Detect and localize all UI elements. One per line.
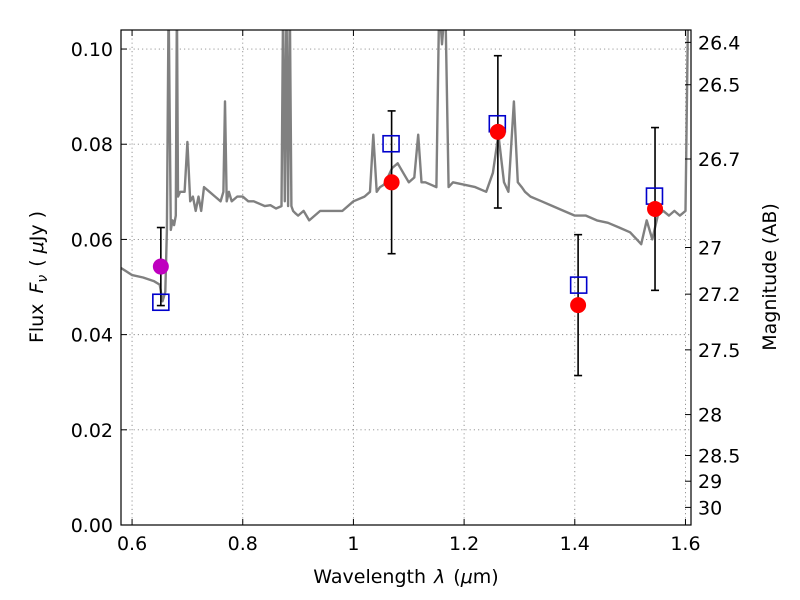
plot-frame: [120, 29, 692, 526]
x-tick-label: 1.6: [670, 533, 700, 555]
model-square: [569, 276, 588, 294]
y-tick-label: 0.00: [71, 515, 113, 537]
spectrum-series: [121, 30, 690, 303]
x-tick-label: 0.8: [228, 533, 258, 555]
observed-point: [489, 123, 506, 140]
observed-point: [152, 258, 169, 275]
y-axis-left-label: FluxFν(μJy ): [26, 211, 51, 343]
model-square: [382, 134, 400, 153]
observed-series: [152, 123, 664, 314]
observed-point: [383, 174, 400, 191]
y-tick-label: 0.10: [71, 39, 113, 61]
y-tick-label: 0.08: [71, 134, 113, 156]
right-tick-label: 26.5: [698, 75, 740, 97]
x-tick-label: 1.4: [560, 533, 590, 555]
observed-point: [570, 297, 587, 314]
x-tick-label: 1: [347, 533, 359, 555]
right-tick-label: 28.5: [698, 446, 740, 468]
observed-point: [647, 200, 664, 217]
right-tick-label: 28: [698, 405, 722, 427]
right-tick-label: 27.5: [698, 340, 740, 362]
y-tick-label: 0.04: [71, 325, 113, 347]
spectrum-line: [121, 30, 690, 303]
y-axis-right-label: Magnitude (AB): [759, 203, 781, 351]
x-tick-label: 1.2: [449, 533, 479, 555]
x-tick-label: 0.6: [117, 533, 147, 555]
right-tick-label: 29: [698, 471, 722, 493]
right-tick-label: 27: [698, 238, 722, 260]
y-tick-label: 0.06: [71, 229, 113, 251]
model-square: [152, 293, 170, 312]
right-tick-label: 26.4: [698, 32, 740, 54]
right-tick-label: 27.2: [698, 284, 740, 306]
y-tick-label: 0.02: [71, 420, 113, 442]
right-tick-label: 30: [698, 497, 722, 519]
grid-lines: [121, 30, 691, 525]
right-tick-label: 26.7: [698, 149, 740, 171]
axis-ticks: 0.6 0.8 1 1.2 1.4 1.6 0.00 0.02 0.04 0.06 0.08 0.10…: [71, 30, 740, 555]
x-axis-label: Wavelength λ (μm): [313, 566, 498, 588]
